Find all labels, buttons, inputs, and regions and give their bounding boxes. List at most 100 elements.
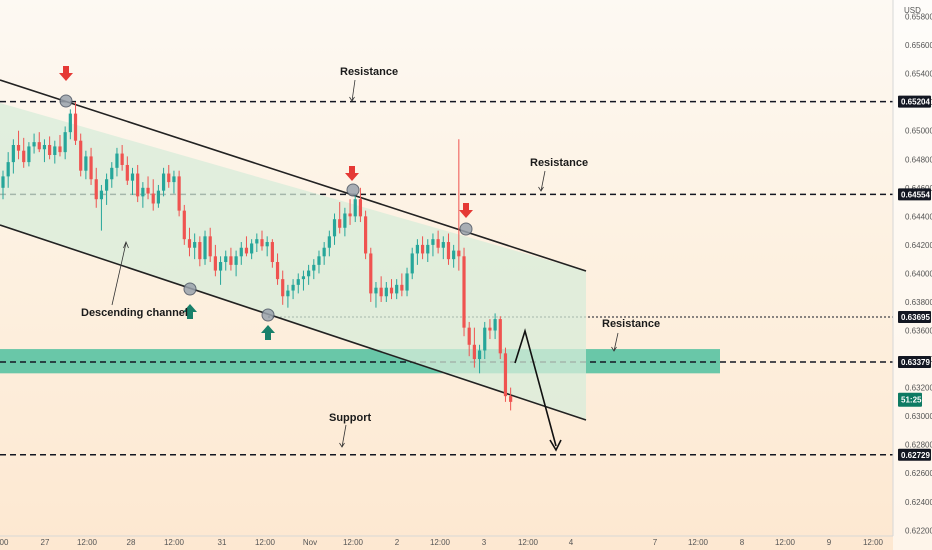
candle-body[interactable] bbox=[89, 156, 93, 180]
candle-body[interactable] bbox=[400, 284, 404, 291]
candle-body[interactable] bbox=[395, 284, 399, 294]
candle-body[interactable] bbox=[441, 242, 445, 248]
candle-body[interactable] bbox=[27, 146, 31, 163]
candle-body[interactable] bbox=[105, 179, 109, 191]
candle-body[interactable] bbox=[415, 244, 419, 254]
candle-body[interactable] bbox=[115, 153, 119, 168]
candle-body[interactable] bbox=[332, 219, 337, 237]
candle-body[interactable] bbox=[224, 256, 228, 263]
candle-body[interactable] bbox=[410, 253, 414, 274]
candle-body[interactable] bbox=[198, 242, 202, 260]
candle-body[interactable] bbox=[6, 162, 10, 177]
candle-body[interactable] bbox=[130, 173, 135, 181]
candle-body[interactable] bbox=[58, 146, 62, 153]
candle-body[interactable] bbox=[348, 213, 352, 217]
candle-body[interactable] bbox=[467, 327, 471, 345]
candle-body[interactable] bbox=[503, 353, 508, 397]
candle-body[interactable] bbox=[73, 113, 78, 141]
candle-body[interactable] bbox=[472, 344, 476, 360]
candle-body[interactable] bbox=[234, 256, 238, 265]
candle-body[interactable] bbox=[1, 176, 5, 188]
candle-body[interactable] bbox=[369, 253, 373, 294]
candle-body[interactable] bbox=[16, 144, 21, 151]
candle-body[interactable] bbox=[322, 247, 326, 257]
candle-body[interactable] bbox=[389, 287, 394, 294]
candle-body[interactable] bbox=[338, 219, 342, 228]
candle-body[interactable] bbox=[488, 327, 492, 331]
candle-body[interactable] bbox=[84, 156, 88, 171]
candle-body[interactable] bbox=[358, 199, 363, 217]
candle-body[interactable] bbox=[218, 262, 223, 271]
candle-body[interactable] bbox=[483, 327, 487, 351]
candle-body[interactable] bbox=[312, 264, 316, 271]
candle-body[interactable] bbox=[63, 132, 67, 153]
candle-body[interactable] bbox=[146, 187, 150, 194]
candle-body[interactable] bbox=[405, 273, 409, 291]
candle-body[interactable] bbox=[177, 176, 181, 211]
candle-body[interactable] bbox=[296, 279, 300, 285]
candle-body[interactable] bbox=[239, 247, 243, 257]
candle-body[interactable] bbox=[22, 150, 26, 163]
candle-body[interactable] bbox=[374, 287, 378, 294]
candle-body[interactable] bbox=[203, 236, 207, 260]
candle-body[interactable] bbox=[498, 319, 502, 354]
candle-body[interactable] bbox=[420, 244, 425, 254]
candle-body[interactable] bbox=[452, 250, 456, 260]
candle-body[interactable] bbox=[125, 164, 129, 181]
candle-body[interactable] bbox=[48, 144, 52, 155]
candle-body[interactable] bbox=[229, 256, 233, 265]
candle-body[interactable] bbox=[250, 243, 254, 254]
candle-body[interactable] bbox=[99, 190, 104, 200]
candle-body[interactable] bbox=[353, 199, 357, 217]
candle-body[interactable] bbox=[187, 239, 192, 248]
candle-body[interactable] bbox=[291, 284, 295, 291]
candle-body[interactable] bbox=[265, 242, 269, 247]
channel-lower-line[interactable] bbox=[0, 224, 587, 421]
candle-body[interactable] bbox=[110, 167, 114, 180]
candle-body[interactable] bbox=[384, 287, 388, 297]
candle-body[interactable] bbox=[193, 242, 197, 248]
candle-body[interactable] bbox=[275, 262, 280, 280]
channel-upper-line[interactable] bbox=[0, 79, 587, 272]
candle-body[interactable] bbox=[120, 153, 124, 165]
candle-body[interactable] bbox=[151, 193, 155, 204]
candle-body[interactable] bbox=[436, 239, 440, 248]
candle-body[interactable] bbox=[477, 350, 482, 360]
candle-body[interactable] bbox=[167, 173, 171, 183]
candle-body[interactable] bbox=[11, 144, 15, 163]
candle-body[interactable] bbox=[79, 140, 83, 171]
candle-body[interactable] bbox=[260, 239, 264, 247]
candle-body[interactable] bbox=[317, 256, 321, 265]
candle-body[interactable] bbox=[343, 213, 347, 228]
candle-body[interactable] bbox=[493, 319, 497, 331]
candle-body[interactable] bbox=[281, 279, 285, 297]
candle-body[interactable] bbox=[364, 216, 368, 254]
candle-body[interactable] bbox=[94, 179, 98, 200]
candle-body[interactable] bbox=[156, 190, 160, 204]
candle-body[interactable] bbox=[37, 142, 41, 150]
candle-body[interactable] bbox=[53, 146, 57, 155]
candle-body[interactable] bbox=[457, 250, 461, 257]
projection-path[interactable] bbox=[514, 328, 557, 447]
candle-body[interactable] bbox=[286, 290, 290, 297]
candle-body[interactable] bbox=[446, 242, 451, 260]
candle-body[interactable] bbox=[462, 256, 466, 328]
candle-body[interactable] bbox=[431, 239, 435, 245]
candle-body[interactable] bbox=[244, 247, 249, 254]
candle-body[interactable] bbox=[307, 270, 311, 277]
candle-body[interactable] bbox=[136, 173, 140, 197]
candle-body[interactable] bbox=[68, 113, 72, 133]
candle-body[interactable] bbox=[426, 244, 430, 254]
candle-body[interactable] bbox=[301, 276, 306, 280]
candle-body[interactable] bbox=[161, 173, 166, 191]
candle-body[interactable] bbox=[255, 239, 259, 244]
candle-body[interactable] bbox=[182, 210, 186, 240]
candle-body[interactable] bbox=[172, 176, 176, 183]
candle-body[interactable] bbox=[509, 396, 513, 402]
candle-body[interactable] bbox=[213, 256, 217, 271]
candle-body[interactable] bbox=[32, 142, 36, 147]
candle-body[interactable] bbox=[42, 144, 47, 150]
support-zone[interactable] bbox=[0, 349, 720, 374]
